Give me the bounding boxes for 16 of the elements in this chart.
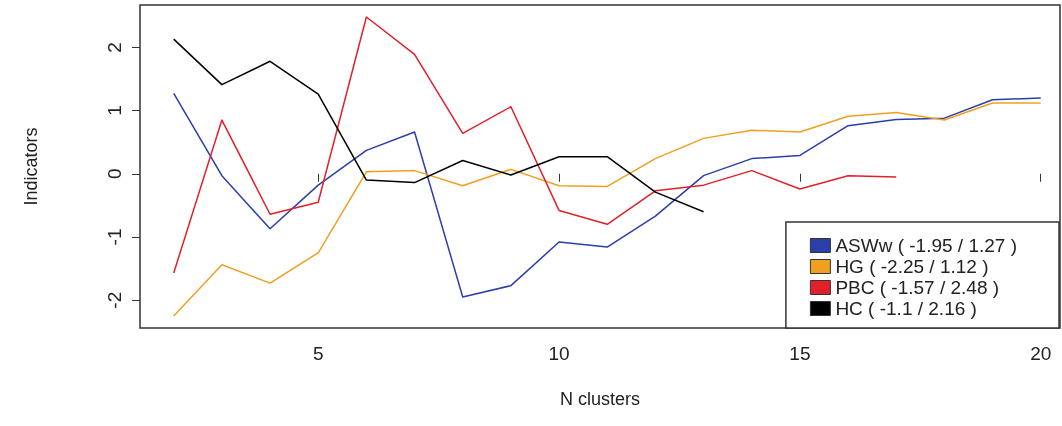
line-series — [172, 38, 705, 213]
x-tick-label: 20 — [1030, 343, 1052, 364]
y-tick-label: 0 — [104, 168, 125, 180]
y-axis-title: Indicators — [21, 127, 41, 206]
legend-label: ASWw ( -1.95 / 1.27 ) — [835, 235, 1018, 256]
x-axis-title: N clusters — [559, 389, 641, 409]
y-tick-label: 1 — [104, 105, 125, 116]
x-tick-label: 15 — [789, 343, 811, 364]
x-tick-label: 10 — [548, 343, 570, 364]
legend-label: HC ( -1.1 / 2.16 ) — [835, 298, 977, 319]
legend-label: PBC ( -1.57 / 2.48 ) — [835, 277, 1000, 298]
y-tick-label: -2 — [104, 291, 125, 309]
y-tick-label: 2 — [104, 42, 125, 53]
x-tick-label: 5 — [312, 343, 324, 364]
legend-label: HG ( -2.25 / 1.12 ) — [835, 256, 989, 277]
y-tick-label: -1 — [104, 228, 125, 246]
